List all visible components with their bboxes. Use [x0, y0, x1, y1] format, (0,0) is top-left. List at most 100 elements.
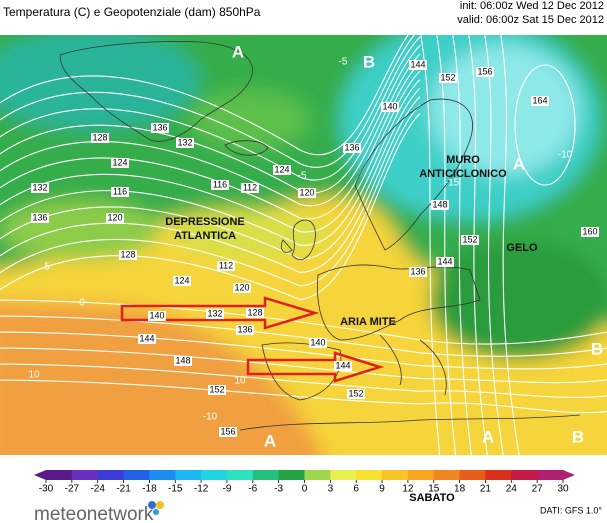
contour-label: 148	[175, 355, 190, 365]
colorbar-tick-label: -18	[142, 484, 157, 495]
contour-label-box	[219, 427, 237, 437]
contour	[0, 70, 421, 233]
colorbar: -30 -27 -24 -21 -18 -15 -12 -9 -6 -3 0 3 6 9 12 15 18 21 2…	[34, 470, 575, 495]
arrow	[120, 296, 320, 330]
pressure-center: A	[482, 427, 494, 446]
colorbar-swatch	[407, 470, 435, 480]
contour-label-box	[431, 200, 449, 210]
contour-label-box	[347, 389, 365, 399]
colorbar-tick-label: -3	[274, 484, 283, 495]
pressure-center: A	[232, 42, 244, 61]
temperature-label: -5	[339, 57, 348, 68]
contour-label-box	[151, 123, 169, 133]
contour-label-box	[476, 67, 494, 77]
contour	[468, 35, 488, 455]
colorbar-tick-label: 6	[353, 484, 359, 495]
contour-label: 152	[209, 384, 224, 394]
contour-label: 120	[299, 187, 314, 197]
temperature-label: 10	[234, 376, 246, 387]
contour-label-box	[91, 133, 109, 143]
title: Temperatura (C) e Geopotenziale (dam) 85…	[3, 5, 261, 19]
contour-label: 128	[120, 249, 135, 259]
contour	[0, 113, 421, 301]
contour-label-box	[581, 227, 599, 237]
colorbar-tick-label: 21	[480, 484, 492, 495]
caption: SABATO	[409, 492, 455, 504]
contour-label: 132	[32, 182, 47, 192]
colorbar-tick-label: -24	[90, 484, 105, 495]
contour	[0, 299, 607, 345]
annotation: ARIA MITE	[340, 316, 396, 328]
contour-label-box	[174, 356, 192, 366]
contour-label-box	[173, 276, 191, 286]
contour-label: 120	[107, 212, 122, 222]
logo-dot	[148, 501, 156, 509]
contour-label: 136	[237, 324, 252, 334]
contour-label: 152	[440, 72, 455, 82]
contour-label: 152	[348, 388, 363, 398]
colorbar-end	[34, 470, 46, 480]
contour-label-box	[217, 261, 235, 271]
colorbar-tick-label: -15	[168, 484, 183, 495]
brand: meteonetwork	[34, 504, 154, 523]
logo-dot	[153, 509, 159, 515]
colorbar-swatch	[149, 470, 176, 480]
contour-label: 136	[410, 266, 425, 276]
colorbar-tick-label: -30	[39, 484, 54, 495]
colorbar-swatch	[537, 470, 564, 480]
contour-label: 116	[113, 186, 127, 196]
contour	[0, 104, 421, 287]
contour	[0, 53, 421, 207]
colorbar-swatch	[46, 470, 73, 480]
contour-label: 128	[247, 307, 262, 317]
contour	[0, 35, 409, 156]
colorbar-tick-label: -12	[194, 484, 209, 495]
contour	[0, 62, 421, 220]
contour-label: 156	[477, 66, 492, 76]
annotation: DEPRESSIONE	[165, 216, 244, 228]
temperature-label: -15	[445, 178, 460, 189]
contour-label-box	[148, 311, 166, 321]
colorbar-swatch	[226, 470, 254, 480]
temperature-label: -5	[298, 171, 307, 182]
colorbar-swatch	[97, 470, 125, 480]
colorbar-swatch	[459, 470, 486, 480]
colorbar-swatch	[123, 470, 150, 480]
contour-label-box	[119, 250, 137, 260]
contour-label-box	[111, 158, 129, 168]
colorbar-swatch	[175, 470, 202, 480]
contour-label-box	[31, 213, 49, 223]
annotation: MURO	[446, 154, 480, 166]
contour	[0, 379, 607, 414]
contour-label: 148	[432, 199, 447, 209]
contour	[0, 363, 607, 398]
valid-time: valid: 06:00z Sat 15 Dec 2012	[457, 14, 604, 26]
contour-label-box	[381, 102, 399, 112]
contour-label: 140	[310, 337, 325, 347]
colorbar-swatch	[252, 470, 280, 480]
contour-label: 120	[234, 282, 249, 292]
contour	[0, 79, 421, 246]
contour-label: 124	[274, 164, 289, 174]
colorbar-swatch	[278, 470, 305, 480]
contour-label: 112	[219, 260, 233, 270]
colorbar-swatch	[356, 470, 383, 480]
source: DATI: GFS 1.0°	[540, 505, 602, 515]
contour-label-box	[246, 308, 264, 318]
contour-label: 144	[437, 256, 452, 266]
contour-label-box	[106, 213, 124, 223]
colorbar-tick-label: 0	[302, 484, 308, 495]
pressure-center: B	[591, 339, 603, 358]
contour	[0, 36, 421, 181]
temperature-label: 10	[28, 370, 40, 381]
contour-label-box	[461, 235, 479, 245]
colorbar-swatch	[201, 470, 228, 480]
annotation: ATLANTICA	[174, 230, 236, 242]
pressure-center: B	[572, 427, 584, 446]
contour-label: 112	[243, 182, 257, 192]
coastlines	[59, 41, 581, 431]
annotation: GELO	[506, 242, 538, 254]
map-labels: 132 128 124 116 120 128 136 132 136 116 112 124 120 1…	[28, 42, 603, 450]
contour-label-box	[138, 334, 156, 344]
